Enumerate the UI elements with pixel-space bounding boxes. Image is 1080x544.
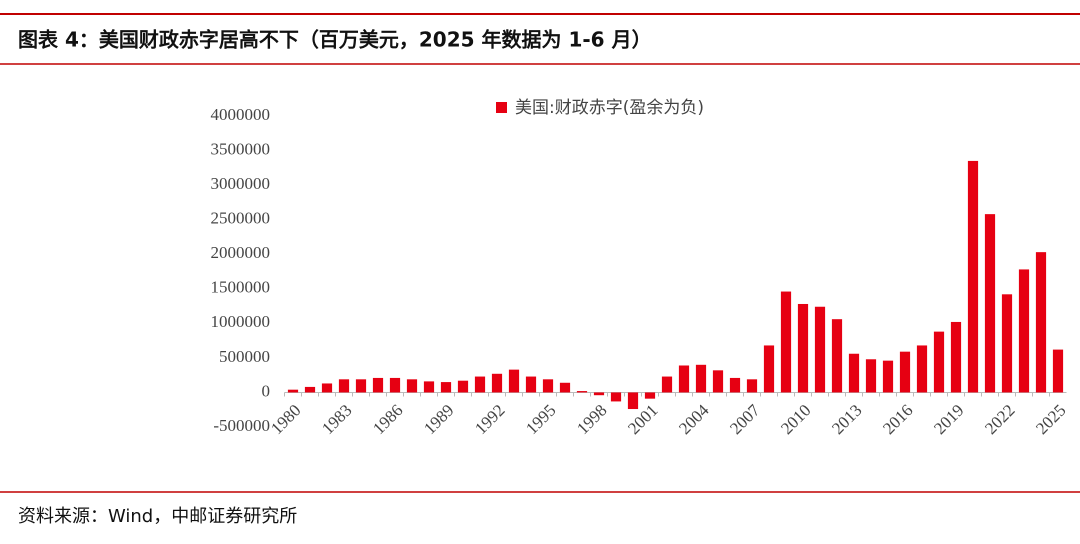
bar xyxy=(423,381,435,393)
bar xyxy=(304,386,316,393)
bar xyxy=(967,160,979,393)
y-tick-label: 2000000 xyxy=(211,243,271,262)
x-tick-label: 1995 xyxy=(522,401,559,438)
bar xyxy=(508,369,520,393)
y-tick-label: 0 xyxy=(262,381,271,400)
bar xyxy=(695,364,707,393)
x-tick-label: 2004 xyxy=(675,400,713,438)
x-tick-label: 2019 xyxy=(930,401,967,438)
x-tick-label: 1998 xyxy=(573,401,610,438)
bar xyxy=(746,379,758,393)
x-tick-label: 2013 xyxy=(828,401,865,438)
footer-source: 资料来源：Wind，中邮证券研究所 xyxy=(18,506,297,527)
bar xyxy=(763,345,775,393)
bar xyxy=(1001,294,1013,393)
bar xyxy=(525,376,537,393)
x-tick-label: 2010 xyxy=(777,401,814,438)
bar xyxy=(372,377,384,393)
bar xyxy=(406,379,418,393)
bar xyxy=(729,377,741,393)
y-tick-label: 1000000 xyxy=(211,312,271,331)
header-title: 图表 4：美国财政赤字居高不下（百万美元，2025 年数据为 1-6 月） xyxy=(18,28,652,52)
x-tick-label: 1989 xyxy=(420,401,457,438)
bar xyxy=(882,360,894,393)
bar xyxy=(950,321,962,393)
x-tick-label: 2016 xyxy=(879,401,916,438)
bar xyxy=(559,382,571,393)
x-tick-label: 2022 xyxy=(981,401,1018,438)
bar xyxy=(321,383,333,393)
bar xyxy=(899,351,911,393)
bar xyxy=(355,379,367,393)
bar xyxy=(338,379,350,393)
x-tick-label: 2007 xyxy=(726,400,764,438)
bar xyxy=(610,392,622,402)
bar xyxy=(1052,349,1064,393)
y-tick-label: 2500000 xyxy=(211,209,271,228)
bar xyxy=(627,392,639,410)
y-tick-label: 1500000 xyxy=(211,278,271,297)
bar xyxy=(644,392,656,399)
bar xyxy=(593,392,605,396)
x-tick-label: 1983 xyxy=(318,401,355,438)
bar xyxy=(287,389,299,393)
bar xyxy=(797,303,809,393)
bar xyxy=(780,291,792,393)
bar xyxy=(865,359,877,393)
y-tick-label: 4000000 xyxy=(211,105,271,124)
legend-swatch xyxy=(496,102,507,113)
bar xyxy=(661,376,673,393)
bar xyxy=(389,377,401,393)
x-tick-label: 1980 xyxy=(267,401,304,438)
bar xyxy=(916,345,928,393)
bar xyxy=(933,331,945,393)
bar xyxy=(814,306,826,393)
y-tick-label: 3000000 xyxy=(211,174,271,193)
bar xyxy=(712,370,724,393)
bar xyxy=(848,353,860,393)
bar xyxy=(542,379,554,393)
y-tick-label: -500000 xyxy=(213,416,270,435)
y-tick-label: 500000 xyxy=(219,347,270,366)
bar xyxy=(576,391,588,393)
bar xyxy=(440,382,452,393)
bar xyxy=(678,365,690,393)
bar xyxy=(474,376,486,393)
bar xyxy=(491,373,503,393)
legend-label: 美国:财政赤字(盈余为负) xyxy=(515,98,704,118)
y-tick-label: 3500000 xyxy=(211,139,271,158)
x-tick-label: 2025 xyxy=(1032,401,1069,438)
bar xyxy=(457,380,469,393)
bar xyxy=(1035,252,1047,393)
x-tick-label: 1986 xyxy=(369,401,406,438)
bar xyxy=(1018,269,1030,393)
bar xyxy=(984,214,996,393)
x-tick-label: 1992 xyxy=(471,401,508,438)
bar xyxy=(831,319,843,393)
